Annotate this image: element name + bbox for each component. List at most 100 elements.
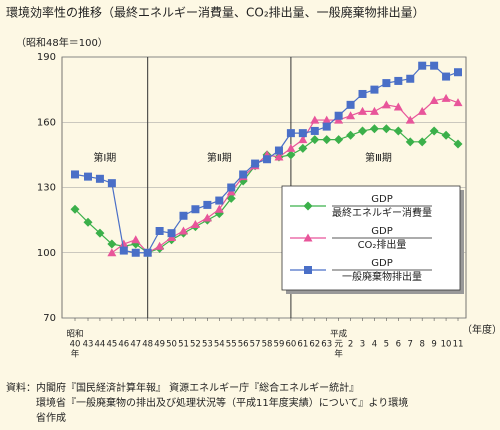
point — [286, 143, 296, 152]
x-tick-label: 10 — [441, 340, 452, 350]
x-tick-label: 49 — [154, 340, 165, 350]
x-tick-label: 7 — [408, 340, 413, 350]
legend-numerator: GDP — [371, 258, 392, 269]
point — [358, 126, 368, 136]
point — [358, 106, 368, 115]
y-axis-label: （昭和48年＝100） — [16, 36, 108, 49]
period-label: 第Ⅰ期 — [93, 151, 116, 164]
point — [429, 96, 439, 104]
x-tick-label: 57 — [250, 340, 261, 350]
x-tick-label: 59 — [274, 340, 285, 350]
point — [251, 159, 260, 168]
point — [334, 135, 344, 145]
point — [239, 170, 248, 179]
point — [286, 129, 295, 138]
point — [119, 246, 128, 255]
point — [430, 61, 439, 70]
y-tick-label: 130 — [37, 183, 56, 194]
era-label: 平成 — [330, 329, 348, 340]
point — [322, 115, 332, 124]
point — [274, 146, 283, 155]
source-note: 省作成 — [6, 411, 66, 424]
source-note: 環境省『一般廃棄物の排出及び処理状況等（平成11年度実績）について』より環境 — [6, 396, 408, 409]
x-tick-label: 9 — [431, 340, 436, 350]
legend-marker — [303, 233, 313, 242]
legend-marker — [304, 266, 312, 274]
x-tick-label: 8 — [419, 340, 424, 350]
point — [167, 229, 176, 238]
x-tick-label: 4 — [372, 340, 377, 350]
point — [95, 228, 105, 238]
x-tick-label: 44 — [95, 340, 106, 350]
point — [298, 135, 308, 144]
x-tick-label: 63 — [321, 340, 332, 350]
point — [394, 76, 403, 85]
point — [393, 102, 403, 111]
legend-marker — [303, 201, 313, 211]
point — [107, 179, 116, 188]
legend-numerator: GDP — [371, 226, 392, 237]
point — [405, 137, 415, 147]
point — [382, 79, 391, 88]
point — [454, 68, 462, 77]
point — [310, 115, 320, 124]
x-tick-label: 58 — [262, 340, 273, 350]
point — [405, 115, 415, 124]
x-tick-label: 43 — [83, 340, 94, 350]
point — [441, 130, 451, 140]
x-tick-label: 11 — [453, 340, 464, 350]
x-unit: （年度） — [462, 323, 500, 336]
x-tick-label: 元 — [334, 340, 343, 350]
point — [334, 111, 343, 120]
x-tick-label: 61 — [297, 340, 308, 350]
point — [286, 150, 296, 160]
point — [358, 89, 367, 98]
point — [369, 124, 379, 134]
point — [346, 130, 356, 140]
point — [346, 111, 356, 120]
point — [453, 139, 463, 149]
chart-title: 環境効率性の推移（最終エネルギー消費量、CO₂排出量、一般廃棄物排出量） — [6, 5, 425, 20]
point — [442, 72, 451, 81]
point — [119, 239, 129, 248]
y-tick-label: 160 — [37, 117, 56, 128]
point — [381, 100, 391, 109]
point — [227, 183, 236, 192]
legend-numerator: GDP — [371, 194, 392, 205]
point — [369, 106, 379, 115]
y-tick-label: 100 — [37, 248, 56, 259]
point — [143, 248, 152, 257]
point — [441, 93, 451, 102]
x-tick-label: 60 — [285, 340, 296, 350]
point — [191, 205, 200, 214]
x-tick-label: 5 — [384, 340, 389, 350]
x-tick-label: 53 — [202, 340, 213, 350]
x-tick-label: 3 — [360, 340, 365, 350]
point — [190, 219, 200, 228]
point — [71, 170, 79, 179]
point — [310, 126, 319, 135]
point — [406, 74, 415, 83]
point — [179, 211, 188, 220]
point — [274, 152, 284, 161]
x-tick-label: 62 — [309, 340, 320, 350]
point — [322, 122, 331, 131]
x-tick-label: 55 — [226, 340, 237, 350]
point — [298, 143, 308, 153]
point — [417, 137, 427, 147]
x-tick-label: 56 — [238, 340, 249, 350]
point — [202, 213, 212, 222]
point — [263, 155, 272, 164]
y-tick-label: 70 — [43, 313, 56, 324]
legend-label: 一般廃棄物排出量 — [342, 270, 422, 283]
point — [417, 106, 427, 115]
x-tick-label: 45 — [106, 340, 117, 350]
point — [84, 172, 92, 181]
point — [393, 126, 403, 136]
point — [70, 204, 80, 214]
legend-label: 最終エネルギー消費量 — [332, 206, 432, 219]
x-tick-label: 52 — [190, 340, 201, 350]
point — [107, 239, 117, 249]
source-note: 資料：内閣府『国民経済計算年報』 資源エネルギー庁『総合エネルギー統計』 — [6, 381, 359, 394]
